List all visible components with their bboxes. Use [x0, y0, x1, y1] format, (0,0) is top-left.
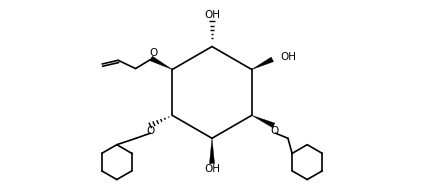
- Polygon shape: [150, 56, 172, 69]
- Polygon shape: [209, 138, 215, 164]
- Polygon shape: [252, 57, 273, 69]
- Polygon shape: [252, 115, 275, 128]
- Text: O: O: [149, 48, 157, 58]
- Text: O: O: [146, 126, 154, 136]
- Text: OH: OH: [204, 165, 220, 174]
- Text: OH: OH: [204, 10, 220, 20]
- Text: O: O: [271, 126, 279, 136]
- Text: OH: OH: [281, 52, 297, 62]
